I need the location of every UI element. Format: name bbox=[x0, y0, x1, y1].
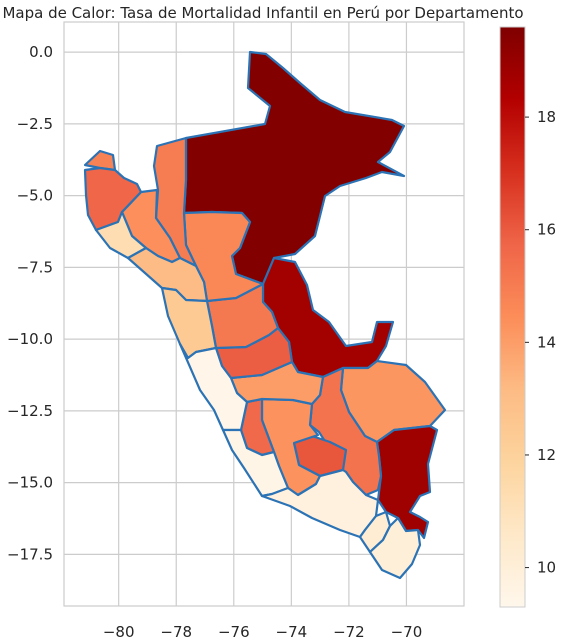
y-axis-ticks: 0.0 −2.5 −5.0 −7.5 −10.0 −12.5 −15.0 −17.5 bbox=[7, 43, 53, 563]
y-tick-label: −2.5 bbox=[17, 115, 53, 133]
colorbar-tick-label: 18 bbox=[537, 108, 556, 126]
colorbar-tick-label: 16 bbox=[537, 221, 556, 239]
x-axis-ticks: −80 −78 −76 −74 −72 −70 bbox=[103, 623, 422, 641]
region-piura bbox=[83, 166, 143, 232]
y-tick-label: −15.0 bbox=[7, 474, 53, 492]
x-tick-label: −72 bbox=[333, 623, 365, 641]
y-tick-label: −12.5 bbox=[7, 402, 53, 420]
colorbar-tick-label: 14 bbox=[537, 333, 556, 351]
department-regions bbox=[83, 50, 447, 580]
region-lima bbox=[178, 342, 249, 432]
colorbar-ticks: 10 12 14 16 18 bbox=[525, 108, 556, 577]
chart-title: Mapa de Calor: Tasa de Mortalidad Infant… bbox=[2, 4, 523, 22]
x-tick-label: −76 bbox=[218, 623, 250, 641]
region-tacna bbox=[368, 516, 422, 580]
y-tick-label: −17.5 bbox=[7, 545, 53, 563]
x-tick-label: −74 bbox=[276, 623, 308, 641]
y-tick-label: −7.5 bbox=[17, 258, 53, 276]
region-arequipa bbox=[260, 468, 380, 539]
region-lambayeque bbox=[94, 210, 148, 260]
x-tick-label: −70 bbox=[391, 623, 423, 641]
y-tick-label: −5.0 bbox=[17, 187, 53, 205]
colorbar bbox=[499, 26, 526, 608]
x-tick-label: −78 bbox=[160, 623, 192, 641]
region-ica bbox=[221, 428, 290, 498]
y-tick-label: −10.0 bbox=[7, 330, 53, 348]
y-tick-label: 0.0 bbox=[29, 43, 53, 61]
x-tick-label: −80 bbox=[103, 623, 135, 641]
colorbar-tick-label: 12 bbox=[537, 446, 556, 464]
colorbar-tick-label: 10 bbox=[537, 559, 556, 577]
